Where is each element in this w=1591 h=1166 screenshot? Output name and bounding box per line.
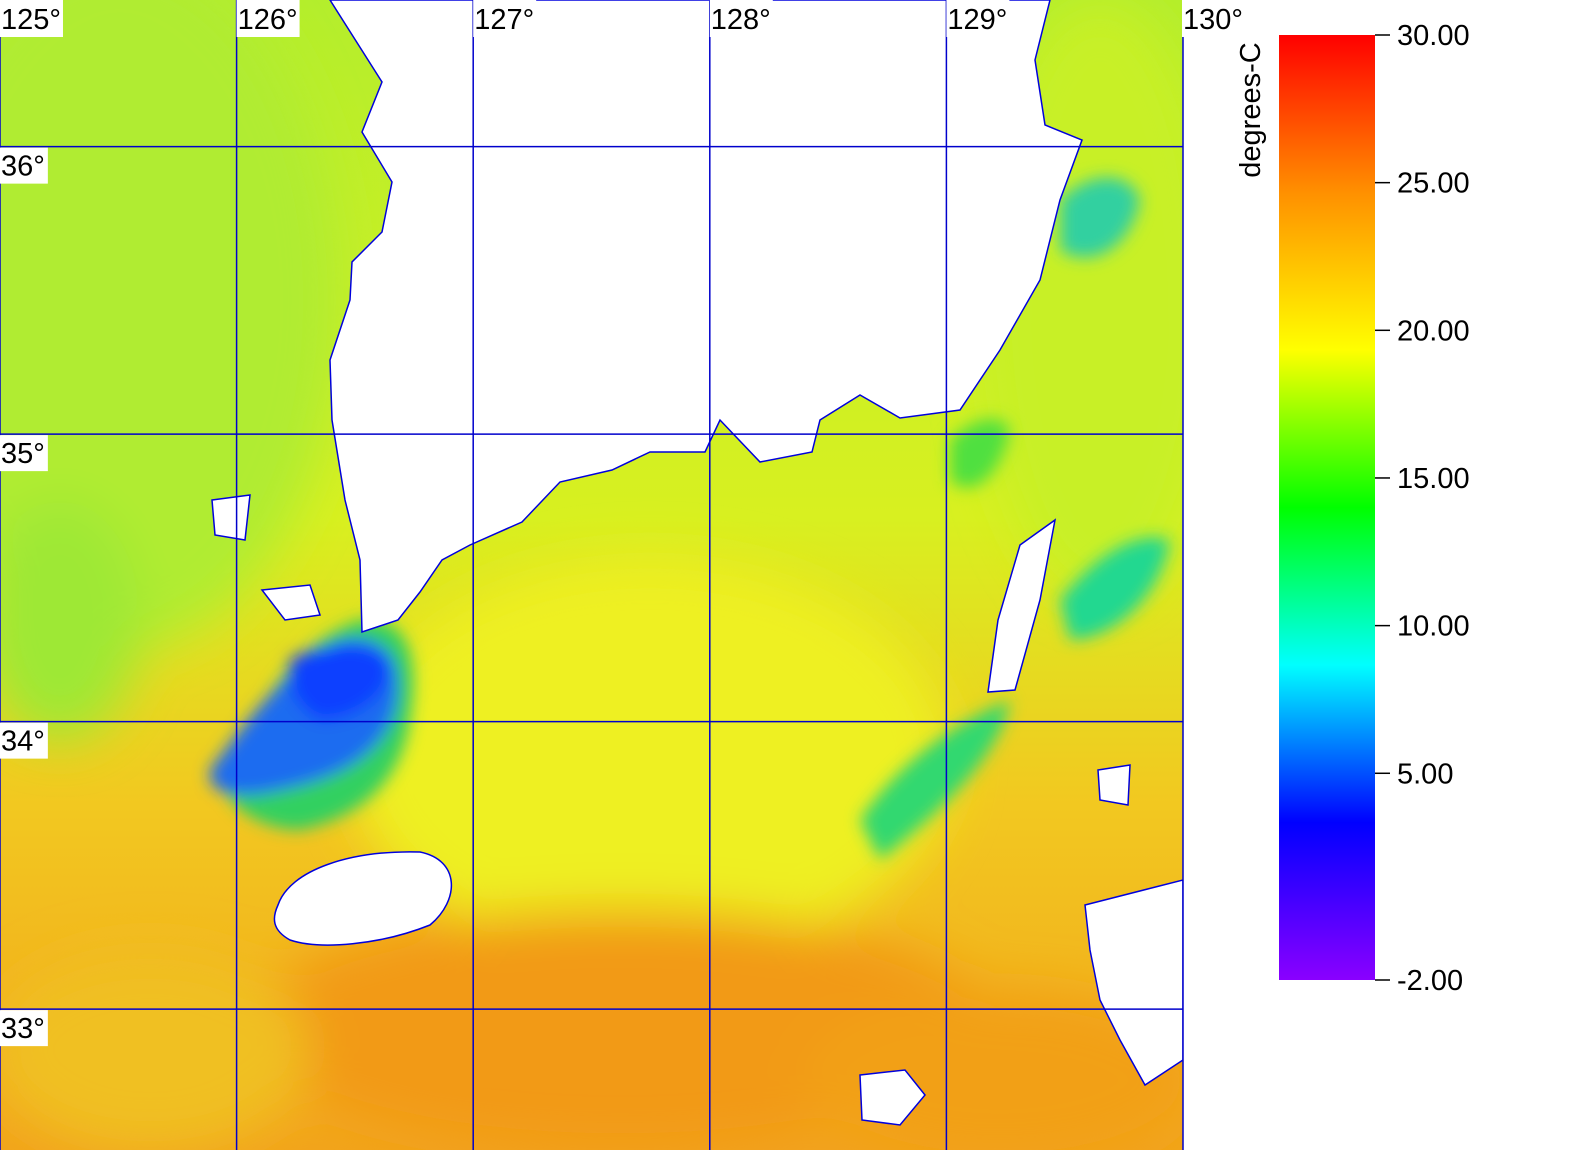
label-background	[0, 1010, 48, 1047]
colorbar-title: degrees-C	[1235, 42, 1267, 177]
graticule	[0, 0, 1184, 1150]
island	[859, 1069, 926, 1126]
island	[1097, 764, 1131, 806]
lon-label: 126°	[238, 4, 298, 36]
colorbar-tick-label: 15.00	[1397, 463, 1470, 495]
tsushima-island	[987, 518, 1057, 693]
korea-mainland	[329, 0, 1083, 634]
colorbar-tick-label: -2.00	[1397, 965, 1463, 997]
jeju-island	[273, 851, 453, 946]
island	[260, 584, 321, 621]
lon-label: 125°	[1, 4, 61, 36]
label-background	[236, 0, 300, 37]
land	[211, 0, 1183, 1126]
label-background	[0, 0, 63, 37]
colorbar-tick-label: 5.00	[1397, 758, 1453, 790]
lon-label: 128°	[711, 4, 771, 36]
label-background	[709, 0, 773, 37]
label-background	[0, 147, 48, 184]
label-background	[1182, 0, 1245, 37]
lon-label: 127°	[474, 4, 534, 36]
cold-water	[209, 177, 1170, 860]
colorbar-tick-label: 20.00	[1397, 315, 1470, 347]
colorbar-ramp	[1279, 35, 1375, 980]
kyushu	[1084, 879, 1183, 1087]
label-background	[0, 435, 48, 472]
label-background	[473, 0, 537, 37]
lon-label: 129°	[947, 4, 1007, 36]
label-background	[946, 0, 1010, 37]
colorbar: 30.00 25.00 20.00 15.00 10.00 5.00 -2.00 degree…	[1235, 20, 1470, 997]
colorbar-tick-label: 10.00	[1397, 611, 1470, 643]
lon-label: 130°	[1183, 4, 1243, 36]
sst-field	[0, 0, 1183, 1150]
lat-label: 33°	[1, 1013, 45, 1045]
lat-label: 36°	[1, 151, 45, 183]
graticule-labels: 125° 126° 127° 128° 129° 130° 36° 35° 34° 33°	[0, 0, 1245, 1047]
island	[211, 494, 251, 541]
label-background	[0, 722, 48, 759]
lat-label: 35°	[1, 438, 45, 470]
lat-label: 34°	[1, 726, 45, 758]
colorbar-tick-label: 25.00	[1397, 168, 1470, 200]
colorbar-tick-label: 30.00	[1397, 20, 1470, 52]
